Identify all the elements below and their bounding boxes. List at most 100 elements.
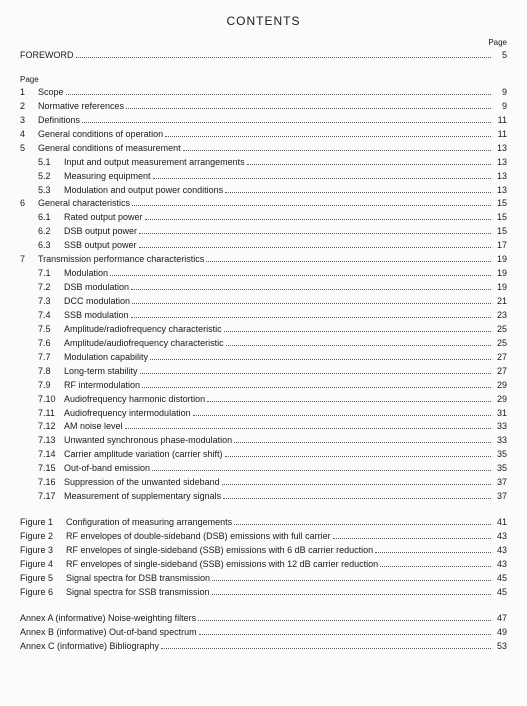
entry-label: Out-of-band emission [64, 462, 150, 476]
entry-number: 7.14 [38, 448, 64, 462]
entry-page: 25 [493, 337, 507, 351]
entry-number: 5 [20, 142, 38, 156]
toc-subsection: 7.6Amplitude/audiofrequency characterist… [20, 337, 507, 351]
toc-subsection: 7.12AM noise level33 [20, 420, 507, 434]
entry-label: Amplitude/audiofrequency characteristic [64, 337, 224, 351]
entry-number: 2 [20, 100, 38, 114]
toc-figure: Figure 3RF envelopes of single-sideband … [20, 544, 507, 558]
entry-page: 35 [493, 448, 507, 462]
entry-number: 7.3 [38, 295, 64, 309]
entry-label: Suppression of the unwanted sideband [64, 476, 220, 490]
entry-page: 45 [493, 586, 507, 600]
entry-label: SSB output power [64, 239, 137, 253]
entry-number: 7.16 [38, 476, 64, 490]
leader-fill [198, 620, 491, 621]
entry-label: Modulation and output power conditions [64, 184, 223, 198]
toc-subsection: 6.1Rated output power15 [20, 211, 507, 225]
entry-label: RF envelopes of single-sideband (SSB) em… [66, 544, 373, 558]
entry-page: 25 [493, 323, 507, 337]
entry-label: Configuration of measuring arrangements [66, 516, 232, 530]
entry-label: Definitions [38, 114, 80, 128]
entry-number: 1 [20, 86, 38, 100]
entry-page: 37 [493, 490, 507, 504]
entry-number: 5.3 [38, 184, 64, 198]
toc-figure: Figure 5Signal spectra for DSB transmiss… [20, 572, 507, 586]
leader-fill [125, 428, 491, 429]
toc-subsection: 7.3DCC modulation 21 [20, 295, 507, 309]
entry-number: 7.15 [38, 462, 64, 476]
entry-page: 17 [493, 239, 507, 253]
entry-number: Figure 4 [20, 558, 66, 572]
entry-page: 43 [493, 530, 507, 544]
entry-page: 35 [493, 462, 507, 476]
entry-number: 7.6 [38, 337, 64, 351]
leader-fill [139, 233, 491, 234]
leader-fill [225, 456, 491, 457]
leader-fill [333, 538, 491, 539]
entry-label: General characteristics [38, 197, 130, 211]
entry-page: 27 [493, 365, 507, 379]
leader-fill [139, 247, 491, 248]
leader-fill [223, 498, 491, 499]
leader-fill [226, 345, 491, 346]
toc-figure: Figure 1Configuration of measuring arran… [20, 516, 507, 530]
page-label-left: Page [20, 75, 507, 84]
toc-annex: Annex B (informative) Out-of-band spectr… [20, 626, 507, 640]
toc-figures: Figure 1Configuration of measuring arran… [20, 516, 507, 600]
entry-label: Amplitude/radiofrequency characteristic [64, 323, 222, 337]
toc-subsection: 7.10Audiofrequency harmonic distortion29 [20, 393, 507, 407]
entry-number: 7.4 [38, 309, 64, 323]
entry-page: 41 [493, 516, 507, 530]
entry-label: Annex C (informative) Bibliography [20, 640, 159, 654]
entry-number: 6 [20, 197, 38, 211]
entry-label: General conditions of measurement [38, 142, 181, 156]
entry-label: Normative references [38, 100, 124, 114]
leader-fill [193, 415, 491, 416]
entry-number: 7 [20, 253, 38, 267]
entry-number: 7.17 [38, 490, 64, 504]
entry-number: Figure 5 [20, 572, 66, 586]
leader-fill [183, 150, 491, 151]
entry-number: Figure 1 [20, 516, 66, 530]
entry-page: 11 [493, 114, 507, 128]
foreword-label: FOREWORD [20, 49, 74, 63]
leader-fill [145, 219, 491, 220]
entry-label: DCC modulation [64, 295, 130, 309]
toc-section: 7Transmission performance characteristic… [20, 253, 507, 267]
entry-page: 15 [493, 197, 507, 211]
entry-page: 31 [493, 407, 507, 421]
entry-page: 19 [493, 281, 507, 295]
toc-subsection: 7.15Out-of-band emission 35 [20, 462, 507, 476]
page-label-top: Page [20, 38, 507, 47]
entry-label: Input and output measurement arrangement… [64, 156, 245, 170]
entry-page: 9 [493, 86, 507, 100]
toc-figure: Figure 4RF envelopes of single-sideband … [20, 558, 507, 572]
leader-fill [234, 524, 491, 525]
entry-page: 13 [493, 184, 507, 198]
entry-page: 43 [493, 544, 507, 558]
entry-number: 7.13 [38, 434, 64, 448]
entry-page: 21 [493, 295, 507, 309]
entry-page: 53 [493, 640, 507, 654]
entry-number: 7.12 [38, 420, 64, 434]
entry-label: Audiofrequency harmonic distortion [64, 393, 205, 407]
entry-number: 5.1 [38, 156, 64, 170]
entry-label: Long-term stability [64, 365, 138, 379]
entry-page: 37 [493, 476, 507, 490]
toc-subsection: 7.9RF intermodulation29 [20, 379, 507, 393]
leader-fill [207, 401, 491, 402]
entry-page: 15 [493, 225, 507, 239]
leader-fill [234, 442, 491, 443]
entry-page: 27 [493, 351, 507, 365]
entry-number: 6.2 [38, 225, 64, 239]
toc-subsection: 5.1Input and output measurement arrangem… [20, 156, 507, 170]
toc-section: 4General conditions of operation11 [20, 128, 507, 142]
toc-subsection: 7.1Modulation19 [20, 267, 507, 281]
entry-number: 7.9 [38, 379, 64, 393]
toc-subsection: 7.4SSB modulation23 [20, 309, 507, 323]
toc-subsection: 6.3SSB output power17 [20, 239, 507, 253]
toc-foreword: FOREWORD 5 [20, 49, 507, 63]
entry-page: 33 [493, 434, 507, 448]
entry-page: 11 [493, 128, 507, 142]
entry-number: 7.11 [38, 407, 64, 421]
